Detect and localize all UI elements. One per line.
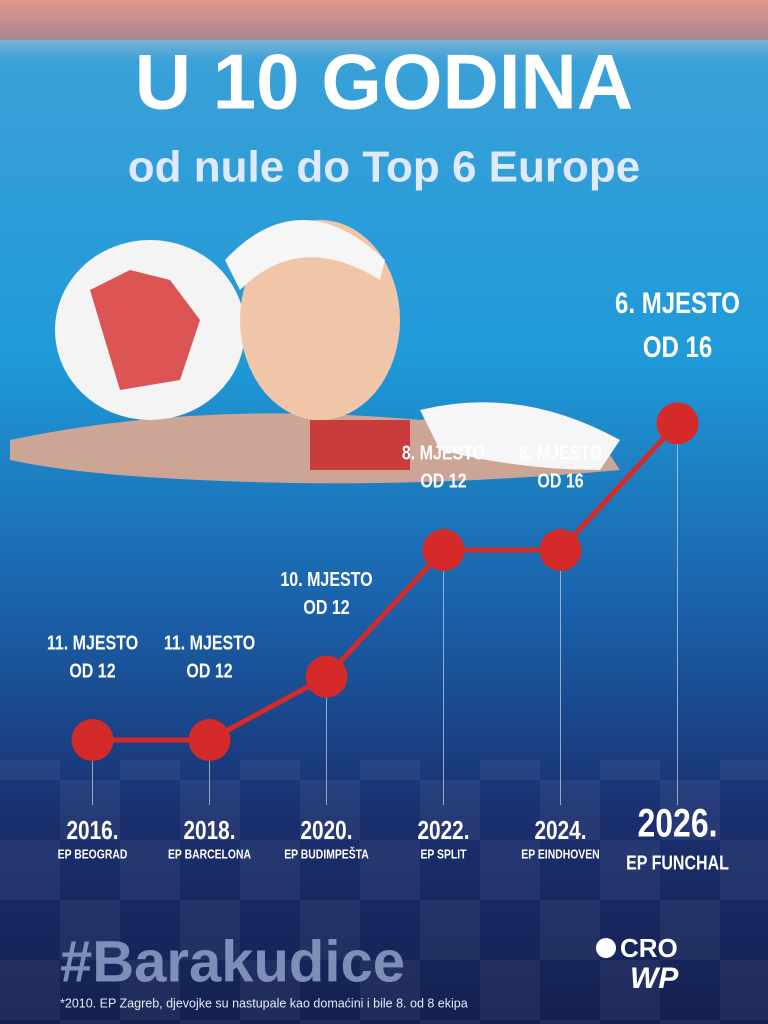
x-tick-label: 2018. [183,816,235,845]
logo-text: WP [630,962,679,995]
team-label: OD 16 [643,330,712,364]
logo-text: CRO [620,933,678,963]
event-label: EP BUDIMPEŠTA [284,847,369,861]
x-tick-label: 2016. [66,816,118,845]
title: U 10 GODINA [135,38,633,126]
x-tick-label: 2020. [300,816,352,845]
marker [422,529,465,571]
team-label: OD 12 [69,660,115,682]
marker [539,529,582,571]
marker [188,719,231,761]
players-photo [10,220,620,484]
value-label: 10. MJESTO [280,568,372,590]
value-label: 6. MJESTO [615,286,740,320]
footnote: *2010. EP Zagreb, djevojke su nastupale … [60,996,468,1010]
event-label: EP SPLIT [420,847,467,861]
lane-rope [0,0,768,40]
marker [656,402,699,445]
value-label: 8. MJESTO [519,442,602,464]
x-tick-label: 2024. [534,816,586,845]
event-label: EP EINDHOVEN [521,847,599,861]
value-label: 11. MJESTO [47,632,138,654]
x-tick-label: 2022. [417,816,469,845]
x-tick-label: 2026. [637,800,717,845]
checker-pattern [0,760,768,1024]
value-label: 11. MJESTO [164,632,255,654]
team-label: OD 12 [186,660,232,682]
event-label: EP FUNCHAL [626,852,729,874]
value-label: 8. MJESTO [402,442,485,464]
subtitle: od nule do Top 6 Europe [128,143,641,192]
event-label: EP BEOGRAD [58,847,128,861]
team-label: OD 16 [537,470,583,492]
marker [71,719,114,761]
marker [305,655,348,698]
team-label: OD 12 [303,596,349,618]
logo: CRO WP [596,933,679,995]
team-label: OD 12 [420,470,466,492]
hashtag: #Barakudice [60,929,405,994]
event-label: EP BARCELONA [168,847,251,861]
plot: 11. MJESTO OD 12 2016. EP BEOGRAD 11. MJESTO… [47,286,740,874]
